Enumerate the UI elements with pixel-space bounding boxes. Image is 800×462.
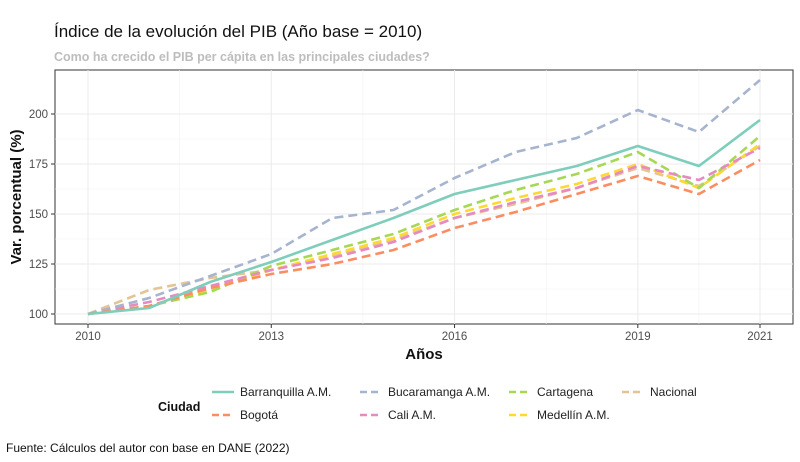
legend-label: Nacional xyxy=(650,385,697,399)
chart-title: Índice de la evolución del PIB (Año base… xyxy=(54,22,423,41)
y-tick-label: 200 xyxy=(29,109,48,121)
series-line xyxy=(87,118,761,316)
legend-label: Medellín A.M. xyxy=(537,408,610,422)
x-tick-label: 2016 xyxy=(442,331,468,343)
plot-panel xyxy=(54,69,794,325)
y-tick-label: 100 xyxy=(29,309,48,321)
axis-ticks: 2010 2013 2016 2019 2021 100 125 150 175 200 xyxy=(29,109,773,343)
chart-subtitle: Como ha crecido el PIB per cápita en las… xyxy=(54,50,430,64)
legend-label: Bogotá xyxy=(240,408,278,422)
series-line xyxy=(87,79,761,316)
legend-title: Ciudad xyxy=(158,400,200,414)
chart-caption: Fuente: Cálculos del autor con base en D… xyxy=(6,441,290,455)
y-tick-label: 150 xyxy=(29,209,48,221)
series-line xyxy=(87,146,761,316)
y-tick-label: 175 xyxy=(29,159,48,171)
x-axis-title: Años xyxy=(405,346,443,363)
legend-label: Cali A.M. xyxy=(388,408,436,422)
legend: Barranquilla A.M. Bogotá Bucaramanga A.M. C… xyxy=(212,385,697,422)
x-tick-label: 2010 xyxy=(75,331,101,343)
grid-lines xyxy=(55,70,793,324)
legend-label: Barranquilla A.M. xyxy=(240,385,331,399)
y-tick-label: 125 xyxy=(29,259,48,271)
series-line xyxy=(87,158,761,316)
series-line xyxy=(87,135,761,316)
legend-label: Bucaramanga A.M. xyxy=(388,385,490,399)
x-tick-label: 2021 xyxy=(747,331,773,343)
legend-label: Cartagena xyxy=(537,385,593,399)
x-tick-label: 2013 xyxy=(258,331,284,343)
x-tick-label: 2019 xyxy=(625,331,651,343)
series-lines xyxy=(87,79,761,316)
y-axis-title: Var. porcentual (%) xyxy=(8,129,25,264)
